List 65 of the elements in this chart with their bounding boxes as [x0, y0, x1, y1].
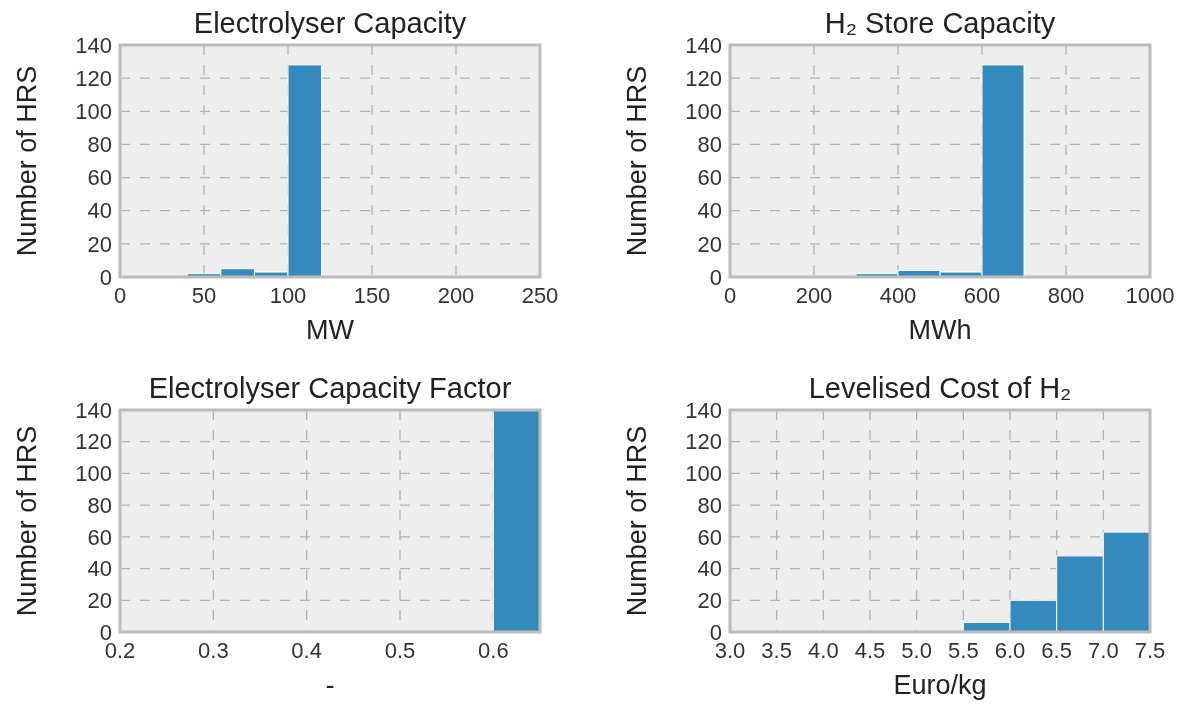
- y-tick-label: 140: [75, 32, 112, 58]
- x-tick-label: 1000: [1125, 283, 1175, 308]
- y-tick-label: 60: [87, 524, 112, 550]
- x-tick-label: 200: [795, 283, 833, 308]
- x-tick-label: 0.3: [198, 638, 229, 663]
- y-tick-label: 20: [697, 587, 722, 613]
- y-tick-label: 0: [99, 264, 112, 290]
- x-axis-title: Euro/kg: [893, 670, 987, 700]
- x-tick-label: 100: [269, 283, 307, 308]
- y-tick-label: 0: [709, 264, 722, 290]
- y-tick-label: 40: [697, 198, 722, 224]
- x-tick-label: 6.0: [994, 638, 1026, 663]
- x-tick-label: 4.5: [854, 638, 886, 663]
- y-tick-label: 40: [87, 198, 112, 224]
- chart-title: Electrolyser Capacity: [193, 7, 467, 39]
- x-tick-label: 600: [963, 283, 1001, 308]
- x-axis-title: MW: [306, 315, 355, 345]
- y-tick-label: 140: [75, 397, 112, 423]
- y-tick-label: 100: [685, 98, 722, 124]
- x-tick-label: 5.0: [901, 638, 932, 663]
- y-tick-label: 120: [75, 65, 112, 91]
- y-tick-label: 80: [87, 492, 112, 518]
- y-tick-label: 20: [87, 587, 112, 613]
- y-tick-label: 80: [697, 492, 722, 518]
- y-tick-label: 100: [75, 98, 112, 124]
- y-tick-label: 80: [697, 132, 722, 158]
- y-tick-label: 140: [685, 397, 722, 423]
- y-tick-label: 20: [87, 231, 112, 257]
- y-tick-label: 140: [685, 32, 722, 58]
- y-tick-label: 80: [87, 132, 112, 158]
- x-tick-label: 150: [353, 283, 391, 308]
- y-tick-label: 40: [697, 556, 722, 582]
- x-tick-label: 0.6: [478, 638, 509, 663]
- y-tick-label: 60: [697, 524, 722, 550]
- x-axis-title: -: [325, 670, 335, 700]
- x-tick-label: 6.5: [1041, 638, 1072, 663]
- x-tick-label: 400: [879, 283, 917, 308]
- chart-title: Levelised Cost of H₂: [808, 372, 1072, 404]
- y-tick-label: 60: [87, 165, 112, 191]
- x-tick-label: 250: [521, 283, 559, 308]
- x-tick-label: 200: [437, 283, 475, 308]
- x-tick-label: 7.5: [1134, 638, 1166, 663]
- x-tick-label: 5.5: [948, 638, 979, 663]
- y-axis-title: Number of HRS: [622, 425, 652, 617]
- x-tick-label: 800: [1047, 283, 1085, 308]
- y-tick-label: 120: [685, 429, 722, 455]
- x-tick-label: 3.5: [761, 638, 792, 663]
- y-tick-label: 40: [87, 556, 112, 582]
- y-tick-label: 120: [685, 65, 722, 91]
- y-tick-label: 100: [75, 461, 112, 487]
- y-tick-label: 100: [685, 461, 722, 487]
- chart-title: H₂ Store Capacity: [824, 7, 1056, 39]
- x-axis-title: MWh: [908, 315, 972, 345]
- chart-title: Electrolyser Capacity Factor: [148, 372, 512, 404]
- x-tick-label: 7.0: [1088, 638, 1119, 663]
- y-tick-label: 20: [697, 231, 722, 257]
- x-tick-label: 0.5: [384, 638, 416, 663]
- y-axis-title: Number of HRS: [12, 65, 42, 257]
- y-tick-label: 60: [697, 165, 722, 191]
- y-tick-label: 120: [75, 429, 112, 455]
- y-axis-title: Number of HRS: [622, 65, 652, 257]
- x-tick-label: 0.4: [291, 638, 322, 663]
- y-axis-title: Number of HRS: [12, 425, 42, 617]
- x-tick-label: 50: [191, 283, 217, 308]
- x-tick-label: 4.0: [808, 638, 839, 663]
